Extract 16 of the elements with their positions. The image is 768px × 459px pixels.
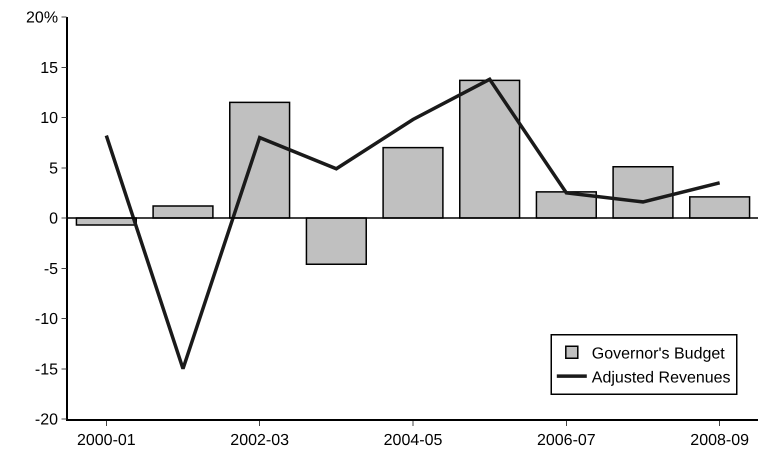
x-tick-label: 2000-01: [76, 432, 136, 449]
x-tick-label: 2002-03: [230, 432, 290, 449]
y-tick-label: -5: [44, 260, 58, 278]
y-tick-label: -15: [34, 361, 58, 378]
y-tick-label: 5: [49, 160, 58, 178]
x-tick-label: 2004-05: [384, 432, 442, 449]
legend-label: Adjusted Revenues: [592, 369, 731, 386]
y-tick-label: 15: [40, 60, 58, 77]
x-tick-label: 2006-07: [536, 432, 596, 449]
x-tick-label: 2008-09: [690, 432, 750, 449]
legend-label: Governor's Budget: [592, 346, 726, 363]
y-tick-label: -10: [34, 311, 58, 328]
y-tick-label: 10: [40, 110, 58, 128]
y-tick-label: 0: [49, 210, 58, 228]
y-tick-label: 20%: [26, 10, 58, 27]
y-tick-label: -20: [34, 412, 58, 429]
